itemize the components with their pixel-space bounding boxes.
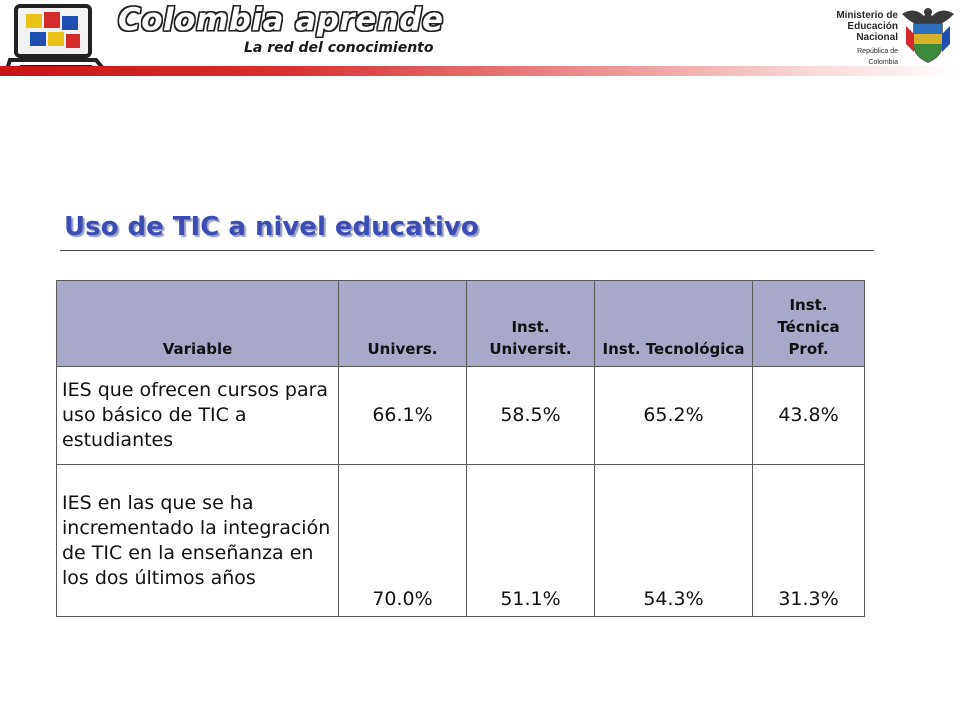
cell-inst-tecnologica: 54.3% (594, 464, 753, 617)
header-stripe (0, 66, 960, 76)
cell-inst-universit: 51.1% (466, 464, 595, 617)
header-inst-universit: Inst. Universit. (466, 280, 595, 367)
cell-inst-universit: 58.5% (466, 366, 595, 465)
brand-title: Colombia aprende (118, 2, 444, 38)
ministry-line-2: Educación (847, 21, 898, 32)
header-inst-tecnologica: Inst. Tecnológica (594, 280, 753, 367)
table-row: IES que ofrecen cursos para uso básico d… (56, 366, 865, 465)
laptop-puzzle-logo-icon (6, 4, 110, 74)
cell-inst-tecnica-prof: 43.8% (752, 366, 865, 465)
ministry-line-3: Nacional (856, 32, 898, 43)
data-table: Variable Univers. Inst. Universit. Inst.… (56, 280, 865, 617)
header-variable: Variable (56, 280, 339, 367)
page-title: Uso de TIC a nivel educativo (64, 212, 479, 242)
header-inst-tecnica-prof: Inst. Técnica Prof. (752, 280, 865, 367)
ministry-country: República de Colombia (857, 48, 898, 66)
row-variable: IES que ofrecen cursos para uso básico d… (56, 366, 339, 465)
table-row: IES en las que se ha incrementado la int… (56, 464, 865, 617)
cell-univers: 70.0% (338, 464, 467, 617)
coat-of-arms-icon (902, 8, 954, 63)
ministry-line-1: Ministerio de (836, 10, 898, 21)
header: Colombia aprende La red del conocimiento… (0, 0, 960, 78)
table-header-row: Variable Univers. Inst. Universit. Inst.… (56, 280, 865, 367)
ministry-name: Ministerio de Educación Nacional Repúbli… (832, 10, 898, 68)
cell-inst-tecnologica: 65.2% (594, 366, 753, 465)
row-variable: IES en las que se ha incrementado la int… (56, 464, 339, 617)
header-univers: Univers. (338, 280, 467, 367)
cell-inst-tecnica-prof: 31.3% (752, 464, 865, 617)
cell-univers: 66.1% (338, 366, 467, 465)
brand-subtitle: La red del conocimiento (244, 40, 434, 56)
title-divider (60, 250, 874, 251)
